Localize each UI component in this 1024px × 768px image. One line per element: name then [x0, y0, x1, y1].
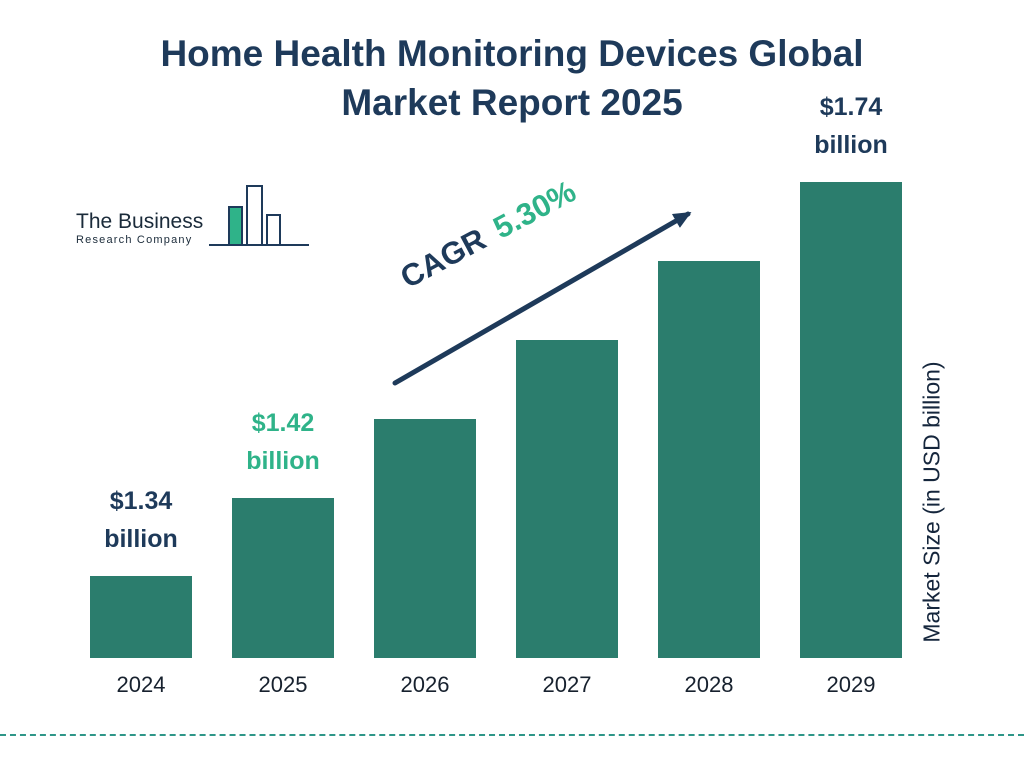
chart-title-line2: Market Report 2025: [341, 81, 683, 123]
bar-2028: [658, 261, 760, 658]
x-axis-label: 2026: [400, 672, 450, 697]
bar-2026: [374, 419, 476, 658]
bar-2025: [232, 498, 334, 658]
company-logo-text: The Business Research Company: [76, 210, 203, 252]
bar-2024: [90, 576, 192, 658]
logo-bars-icon: [209, 185, 310, 246]
bar-group-2028: 2028: [658, 80, 760, 700]
bar-group-2024: $1.34 billion 2024: [90, 80, 192, 700]
bar-group-2025: $1.42 billion 2025: [232, 80, 334, 700]
dashed-baseline: [0, 734, 1024, 736]
bar-value-label: $1.34 billion: [104, 487, 178, 553]
x-axis-label: 2025: [258, 672, 308, 697]
y-axis-title: Market Size (in USD billion): [918, 361, 945, 643]
company-logo: The Business Research Company: [76, 182, 310, 252]
bar-group-2029: $1.74 billion 2029: [800, 80, 902, 700]
x-axis-label: 2029: [826, 672, 876, 697]
chart-title-line1: Home Health Monitoring Devices Global: [160, 33, 864, 74]
bar-group-2027: 2027: [516, 80, 618, 700]
x-axis-label: 2028: [684, 672, 734, 697]
bar-2029: [800, 182, 902, 658]
logo-name: The Business: [76, 210, 204, 233]
bar-value-label: $1.74 billion: [814, 93, 888, 159]
x-axis-label: 2024: [116, 672, 166, 697]
bar-value-label: $1.42 billion: [246, 409, 320, 475]
logo-subname: Research Company: [76, 234, 193, 246]
bar-group-2026: 2026: [374, 80, 476, 700]
chart-title: Home Health Monitoring Devices Global Ma…: [0, 30, 1024, 128]
bar-chart: $1.34 billion 2024 $1.42 billion 2025 2026 2027…: [90, 80, 902, 700]
x-axis-label: 2027: [542, 672, 592, 697]
bar-2027: [516, 340, 618, 658]
